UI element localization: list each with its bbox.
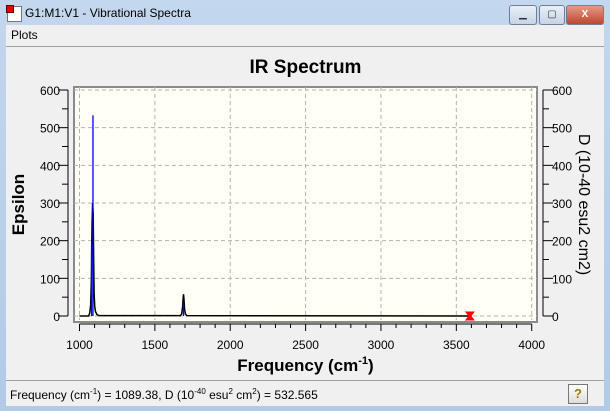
menu-plots[interactable]: Plots (11, 28, 38, 42)
x-tick-label: 1500 (142, 338, 169, 352)
restore-button[interactable]: ▢ (539, 5, 565, 25)
y2-tick-label: 400 (552, 159, 572, 173)
app-icon (6, 5, 22, 22)
x-tick-label: 3000 (368, 338, 395, 352)
y-tick-label: 300 (40, 197, 60, 211)
menu-bar: Plots (6, 25, 604, 46)
y2-tick-label: 100 (552, 272, 572, 286)
status-readout: Frequency (cm-1) = 1089.38, D (10-40 esu… (10, 387, 318, 402)
x-tick-label: 3500 (443, 338, 470, 352)
selected-peak-marker (464, 311, 475, 321)
x-tick-label: 2000 (217, 338, 244, 352)
y-tick-label: 100 (40, 272, 60, 286)
y-tick-label: 500 (40, 122, 60, 136)
y-tick-label: 600 (40, 84, 60, 98)
y2-tick-label: 0 (552, 310, 559, 324)
y2-tick-label: 200 (552, 235, 572, 249)
x-axis-label: Frequency (cm-1) (237, 355, 373, 375)
minimize-button[interactable]: ▁ (509, 5, 537, 25)
title-bar: G1:M1:V1 - Vibrational Spectra ▁ ▢ X (0, 0, 610, 25)
x-tick-label: 4000 (518, 338, 545, 352)
help-button[interactable]: ? (568, 384, 588, 404)
x-tick-label: 1000 (66, 338, 93, 352)
y-tick-label: 0 (53, 310, 60, 324)
y2-tick-label: 500 (552, 122, 572, 136)
y2-tick-label: 300 (552, 197, 572, 211)
x-tick-label: 2500 (292, 338, 319, 352)
plot-area (73, 86, 538, 323)
y2-tick-label: 600 (552, 84, 572, 98)
chart-title: IR Spectrum (250, 57, 362, 78)
status-bar: Frequency (cm-1) = 1089.38, D (10-40 esu… (6, 381, 604, 406)
y2-axis-label: D (10-40 esu2 cm2) (575, 134, 592, 275)
y-tick-label: 400 (40, 159, 60, 173)
chart-panel: IR Spectrum 1000 1500 2000 2500 3000 3500 4000 0… (6, 46, 604, 381)
close-button[interactable]: X (566, 5, 604, 25)
y-tick-label: 200 (40, 235, 60, 249)
window-title: G1:M1:V1 - Vibrational Spectra (25, 6, 191, 20)
y-axis-label: Epsilon (9, 174, 28, 235)
